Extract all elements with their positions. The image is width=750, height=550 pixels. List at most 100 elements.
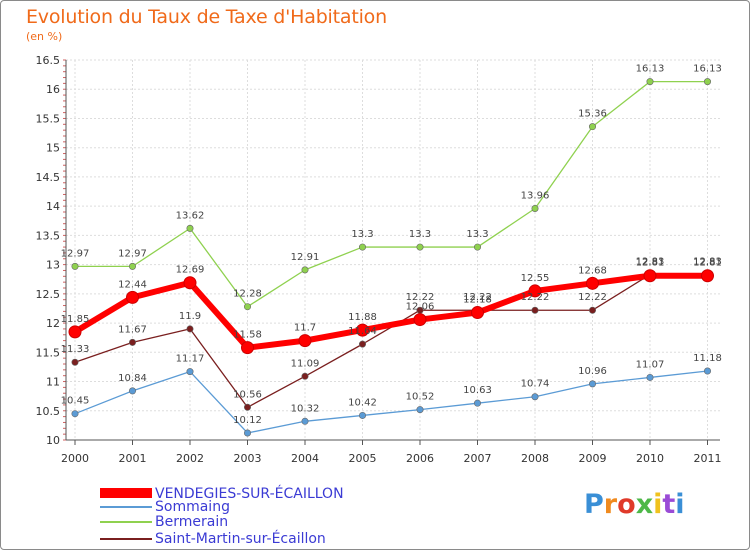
data-label-bermerain: 13.3: [409, 229, 431, 240]
y-tick-label: 15: [46, 142, 60, 155]
y-tick-label: 12.5: [36, 288, 61, 301]
logo-letter: x: [635, 489, 654, 520]
x-tick-label: 2011: [694, 452, 722, 465]
data-point-bermerain[interactable]: [416, 243, 424, 251]
legend-label-bermerain: Bermerain: [155, 514, 229, 530]
data-point-bermerain[interactable]: [358, 243, 366, 251]
data-point-bermerain[interactable]: [646, 78, 654, 86]
data-label-saint-martin: 11.09: [291, 358, 320, 369]
y-tick-label: 11: [46, 376, 60, 389]
data-label-sommaing: 11.17: [176, 354, 205, 365]
data-point-sommaing[interactable]: [129, 387, 137, 395]
data-label-bermerain: 12.97: [118, 248, 147, 259]
axes-layer: 10 10.5 11 11.5 12 12.5 13 13.5 14 14.5 15 15.5 16 16…: [36, 54, 722, 465]
data-label-vendegies: 12.81: [693, 258, 722, 269]
data-point-sommaing[interactable]: [473, 399, 481, 407]
data-point-bermerain[interactable]: [186, 224, 194, 232]
data-point-vendegies[interactable]: [356, 323, 369, 337]
data-point-bermerain[interactable]: [703, 78, 711, 86]
data-label-sommaing: 10.32: [291, 403, 320, 414]
data-point-bermerain[interactable]: [531, 204, 539, 212]
data-point-sommaing[interactable]: [588, 380, 596, 388]
data-label-vendegies: 12.81: [636, 258, 665, 269]
data-point-sommaing[interactable]: [358, 411, 366, 419]
data-label-sommaing: 10.12: [233, 415, 262, 426]
data-point-sommaing[interactable]: [71, 410, 79, 418]
y-tick-label: 10.5: [36, 405, 61, 418]
y-tick-label: 16: [46, 83, 60, 96]
x-tick-label: 2006: [406, 452, 434, 465]
logo-letter: P: [584, 489, 604, 520]
data-point-vendegies[interactable]: [183, 276, 197, 290]
data-label-saint-martin: 11.33: [61, 344, 90, 355]
data-label-sommaing: 10.42: [348, 397, 377, 408]
x-tick-label: 2007: [464, 452, 492, 465]
legend-label-sommaing: Sommaing: [155, 499, 230, 515]
data-label-sommaing: 10.63: [463, 385, 492, 396]
data-point-bermerain[interactable]: [473, 243, 481, 251]
data-label-sommaing: 10.45: [61, 396, 90, 407]
data-point-sommaing[interactable]: [244, 429, 252, 437]
data-point-sommaing[interactable]: [703, 367, 711, 375]
data-point-vendegies[interactable]: [413, 313, 427, 327]
data-point-saint-martin[interactable]: [244, 403, 252, 411]
x-tick-label: 2009: [579, 452, 607, 465]
data-point-vendegies[interactable]: [471, 306, 484, 320]
data-point-bermerain[interactable]: [301, 266, 309, 274]
data-point-saint-martin[interactable]: [71, 358, 79, 366]
data-label-bermerain: 12.97: [61, 248, 90, 259]
data-point-vendegies[interactable]: [586, 276, 599, 290]
legend-item-sommaing[interactable]: Sommaing: [100, 499, 400, 515]
data-point-vendegies[interactable]: [68, 325, 82, 339]
data-label-saint-martin: 12.83: [636, 257, 665, 268]
data-point-vendegies[interactable]: [241, 341, 254, 355]
proxiti-logo: Proxiti: [584, 489, 685, 520]
data-label-vendegies: 12.68: [578, 265, 607, 276]
data-point-saint-martin[interactable]: [301, 372, 309, 380]
y-tick-label: 13.5: [36, 229, 61, 242]
data-point-vendegies[interactable]: [701, 269, 714, 283]
data-point-bermerain[interactable]: [71, 262, 79, 270]
legend-swatch-saint-martin: [100, 538, 152, 540]
data-point-vendegies[interactable]: [126, 290, 139, 304]
legend-item-bermerain[interactable]: Bermerain: [100, 514, 400, 530]
data-label-saint-martin: 12.22: [521, 292, 550, 303]
data-point-sommaing[interactable]: [301, 417, 309, 425]
data-label-bermerain: 12.28: [233, 289, 262, 300]
data-point-bermerain[interactable]: [588, 123, 596, 131]
data-label-vendegies: 11.88: [348, 312, 377, 323]
data-point-saint-martin[interactable]: [531, 306, 539, 314]
data-point-saint-martin[interactable]: [588, 306, 596, 314]
x-tick-label: 2002: [176, 452, 204, 465]
chart-title: Evolution du Taux de Taxe d'Habitation: [26, 6, 387, 28]
x-tick-label: 2000: [61, 452, 89, 465]
data-point-saint-martin[interactable]: [358, 340, 366, 348]
data-label-saint-martin: 10.56: [233, 389, 262, 400]
logo-letter: r: [603, 489, 618, 520]
data-label-sommaing: 11.18: [693, 353, 722, 364]
data-point-bermerain[interactable]: [244, 303, 252, 311]
data-point-saint-martin[interactable]: [186, 325, 194, 333]
data-label-vendegies: 12.06: [406, 302, 435, 313]
data-point-vendegies[interactable]: [298, 334, 312, 348]
data-label-saint-martin: 11.64: [348, 326, 377, 337]
data-point-bermerain[interactable]: [129, 262, 137, 270]
data-label-bermerain: 13.3: [466, 229, 488, 240]
x-tick-label: 2010: [636, 452, 664, 465]
data-point-vendegies[interactable]: [528, 284, 542, 298]
data-point-sommaing[interactable]: [186, 368, 194, 376]
legend-item-vendegies[interactable]: VENDEGIES-SUR-ÉCAILLON: [100, 486, 400, 502]
data-point-sommaing[interactable]: [416, 406, 424, 414]
legend-item-saint-martin[interactable]: Saint-Martin-sur-Écaillon: [100, 531, 400, 547]
data-point-vendegies[interactable]: [643, 269, 657, 283]
x-tick-label: 2005: [349, 452, 377, 465]
data-label-vendegies: 11.58: [233, 330, 262, 341]
logo-letter: t: [662, 489, 676, 520]
data-point-sommaing[interactable]: [646, 373, 654, 381]
series-line-saint-martin: [74, 273, 708, 408]
series-layer: [68, 78, 714, 437]
data-point-saint-martin[interactable]: [129, 338, 137, 346]
logo-letter: i: [653, 489, 663, 520]
data-point-sommaing[interactable]: [531, 393, 539, 401]
x-tick-label: 2001: [119, 452, 147, 465]
